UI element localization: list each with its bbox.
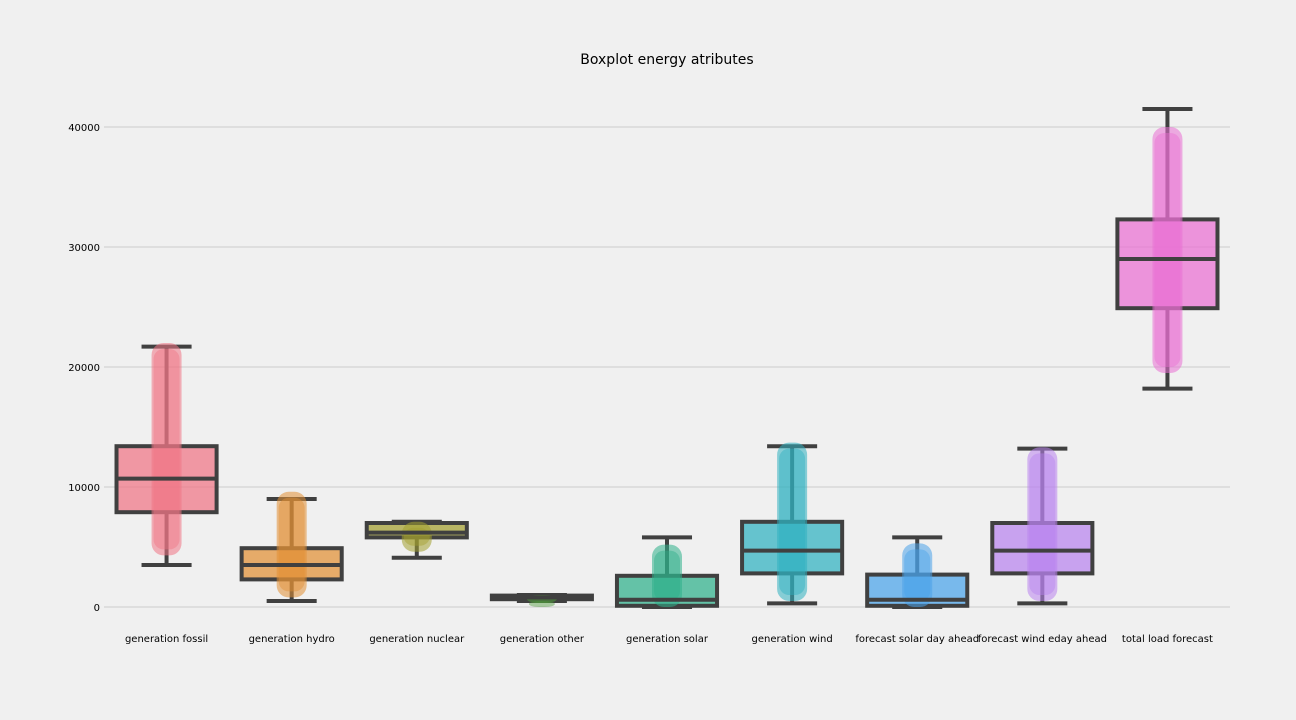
- strip-points: [652, 544, 682, 607]
- strip-points-core: [278, 497, 305, 592]
- strip-points: [1027, 447, 1058, 601]
- strip-points: [1152, 127, 1183, 373]
- x-tick-label: forecast wind eday ahead: [978, 634, 1107, 645]
- y-tick-label: 20000: [68, 363, 100, 374]
- strip-points-core: [153, 349, 180, 550]
- box-9: [1115, 107, 1220, 391]
- box-7: [865, 535, 970, 609]
- strip-points-core: [1029, 453, 1056, 595]
- box-1: [114, 343, 219, 567]
- chart-title: Boxplot energy atributes: [580, 52, 753, 68]
- strip-points-core: [654, 550, 680, 601]
- y-tick-label: 30000: [68, 243, 100, 254]
- box-6: [740, 442, 845, 606]
- x-tick-label: generation fossil: [125, 634, 208, 645]
- y-tick-label: 10000: [68, 483, 100, 494]
- strip-points-core: [528, 601, 555, 607]
- boxes: [114, 107, 1220, 609]
- strip-points-core: [779, 448, 806, 595]
- y-tick-label: 40000: [68, 123, 100, 134]
- box-2: [239, 491, 344, 603]
- box-3: [364, 519, 469, 560]
- box-8: [990, 446, 1095, 606]
- y-tick-label: 0: [94, 603, 100, 614]
- strip-points: [151, 343, 182, 556]
- x-axis-ticks: generation fossil generation hydro generat…: [125, 634, 1213, 645]
- box-4: [489, 593, 594, 607]
- x-tick-label: generation solar: [626, 634, 709, 645]
- x-tick-label: generation wind: [752, 634, 833, 645]
- x-tick-label: total load forecast: [1122, 634, 1213, 645]
- x-tick-label: generation hydro: [249, 634, 335, 645]
- strip-points-core: [1154, 133, 1181, 367]
- x-tick-label: generation nuclear: [369, 634, 465, 645]
- strip-points-core: [403, 527, 430, 546]
- strip-points: [902, 543, 933, 607]
- strip-points: [777, 442, 808, 601]
- strip-points: [276, 491, 307, 598]
- box-5: [614, 535, 720, 609]
- y-axis-ticks: 0 10000 20000 30000 40000: [68, 123, 100, 614]
- strip-points: [401, 521, 432, 552]
- x-tick-label: forecast solar day ahead: [855, 634, 979, 645]
- strip-points-core: [904, 549, 931, 601]
- x-tick-label: generation other: [500, 634, 585, 645]
